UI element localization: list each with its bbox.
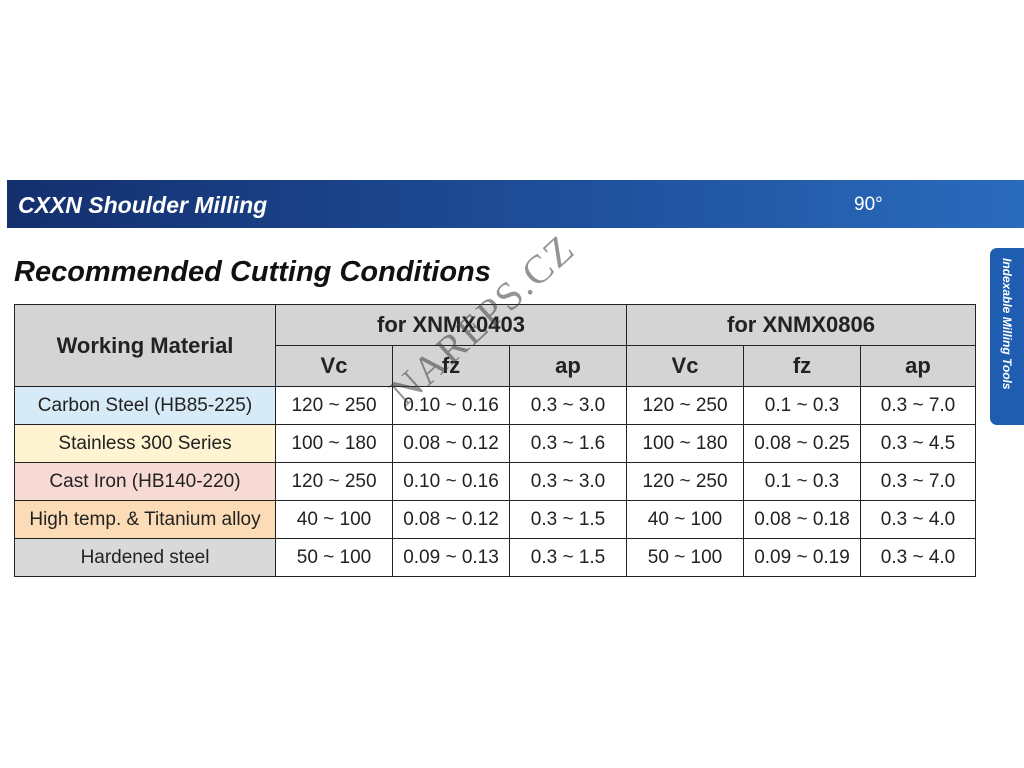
table-cell: 50 ~ 100 <box>626 538 744 577</box>
table-cell: 120 ~ 250 <box>275 462 393 501</box>
banner: CXXN Shoulder Milling 90° <box>7 180 1024 228</box>
table-cell: 0.08 ~ 0.18 <box>743 500 861 539</box>
header-cell: ap <box>509 345 627 387</box>
table-row: Stainless 300 Series 100 ~ 180 0.08 ~ 0.12… <box>14 424 976 463</box>
table-cell: Stainless 300 Series <box>14 424 276 463</box>
table-cell: 0.3 ~ 1.6 <box>509 424 627 463</box>
table-cell: 50 ~ 100 <box>275 538 393 577</box>
banner-title: CXXN Shoulder Milling <box>18 192 268 218</box>
table-cell: Hardened steel <box>14 538 276 577</box>
table-row: Carbon Steel (HB85-225) 120 ~ 250 0.10 ~ 0… <box>14 386 976 425</box>
conditions-table: Working Material for XNMX0403 for XNMX08… <box>14 304 976 577</box>
table-cell: 0.3 ~ 1.5 <box>509 500 627 539</box>
table-cell: 0.1 ~ 0.3 <box>743 386 861 425</box>
table-cell: 0.08 ~ 0.25 <box>743 424 861 463</box>
table-row: High temp. & Titanium alloy 40 ~ 100 0.08 … <box>14 500 976 539</box>
banner-angle: 90° <box>854 194 883 215</box>
header-cell: for XNMX0403 <box>275 304 627 346</box>
table-cell: 120 ~ 250 <box>626 462 744 501</box>
table-cell: 0.3 ~ 4.0 <box>860 500 976 539</box>
header-cell: ap <box>860 345 976 387</box>
table-cell: 0.3 ~ 4.0 <box>860 538 976 577</box>
header-cell: for XNMX0806 <box>626 304 976 346</box>
heading: Recommended Cutting Conditions <box>14 256 491 288</box>
table-cell: 0.09 ~ 0.19 <box>743 538 861 577</box>
table-cell: 0.09 ~ 0.13 <box>392 538 510 577</box>
header-cell: Working Material <box>14 304 276 387</box>
table-cell: 0.08 ~ 0.12 <box>392 424 510 463</box>
table-cell: 100 ~ 180 <box>275 424 393 463</box>
side-tab-label[interactable]: Indexable Milling Tools <box>1000 258 1014 390</box>
table-cell: 0.3 ~ 7.0 <box>860 462 976 501</box>
header-cell: fz <box>743 345 861 387</box>
table-cell: 40 ~ 100 <box>275 500 393 539</box>
table-cell: 0.1 ~ 0.3 <box>743 462 861 501</box>
header-cell: Vc <box>275 345 393 387</box>
table-cell: Carbon Steel (HB85-225) <box>14 386 276 425</box>
table-row: Cast Iron (HB140-220) 120 ~ 250 0.10 ~ 0.1… <box>14 462 976 501</box>
table-cell: 120 ~ 250 <box>626 386 744 425</box>
table-cell: 40 ~ 100 <box>626 500 744 539</box>
table-cell: High temp. & Titanium alloy <box>14 500 276 539</box>
header-cell: fz <box>392 345 510 387</box>
table-cell: 0.3 ~ 1.5 <box>509 538 627 577</box>
table-cell: Cast Iron (HB140-220) <box>14 462 276 501</box>
side-tab[interactable] <box>990 248 1024 425</box>
table-cell: 0.3 ~ 4.5 <box>860 424 976 463</box>
table-cell: 0.10 ~ 0.16 <box>392 386 510 425</box>
header-cell: Vc <box>626 345 744 387</box>
table-cell: 0.10 ~ 0.16 <box>392 462 510 501</box>
table-cell: 0.3 ~ 3.0 <box>509 386 627 425</box>
table-cell: 0.08 ~ 0.12 <box>392 500 510 539</box>
table-cell: 120 ~ 250 <box>275 386 393 425</box>
table-cell: 100 ~ 180 <box>626 424 744 463</box>
table-cell: 0.3 ~ 3.0 <box>509 462 627 501</box>
table-cell: 0.3 ~ 7.0 <box>860 386 976 425</box>
table-row: Hardened steel 50 ~ 100 0.09 ~ 0.13 0.3 ~ 1… <box>14 538 976 577</box>
